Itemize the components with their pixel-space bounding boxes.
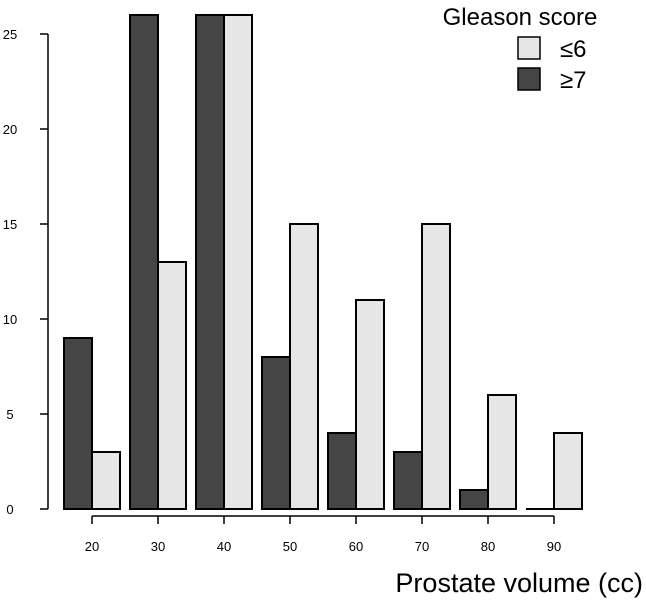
x-tick-label: 90 [547, 539, 561, 554]
y-tick-label: 15 [3, 217, 17, 232]
y-tick-label: 25 [3, 27, 17, 42]
x-tick-label: 50 [283, 539, 297, 554]
x-tick-label: 80 [481, 539, 495, 554]
legend-label: ≤6 [560, 36, 587, 63]
y-tick-label: 5 [6, 407, 13, 422]
bar-series-0-70 [394, 452, 422, 509]
x-axis-title: Prostate volume (cc) [395, 568, 643, 598]
bar-series-0-30 [130, 15, 158, 509]
bar-series-0-80 [460, 490, 488, 509]
x-tick-label: 20 [85, 539, 99, 554]
bars [64, 15, 582, 509]
bar-series-1-60 [356, 300, 384, 509]
legend: Gleason score ≤6 ≥7 [443, 4, 598, 94]
y-tick-label: 20 [3, 122, 17, 137]
bar-series-1-20 [92, 452, 120, 509]
bar-series-0-20 [64, 338, 92, 509]
x-tick-label: 70 [415, 539, 429, 554]
y-tick-label: 0 [6, 502, 13, 517]
bar-series-1-40 [224, 15, 252, 509]
legend-title: Gleason score [443, 4, 598, 31]
bar-series-1-80 [488, 395, 516, 509]
bar-series-1-30 [158, 262, 186, 509]
x-tick-label: 60 [349, 539, 363, 554]
bar-series-0-40 [196, 15, 224, 509]
x-tick-label: 30 [151, 539, 165, 554]
y-axis: 0 5 10 15 20 25 [3, 27, 48, 517]
y-tick-label: 10 [3, 312, 17, 327]
legend-label: ≥7 [560, 67, 587, 94]
x-axis: 20 30 40 50 60 70 80 90 [85, 516, 561, 554]
bar-series-1-70 [422, 224, 450, 509]
bar-series-0-50 [262, 357, 290, 509]
bar-series-1-90 [554, 433, 582, 509]
bar-series-1-50 [290, 224, 318, 509]
bar-series-0-60 [328, 433, 356, 509]
legend-swatch [518, 68, 540, 90]
legend-swatch [518, 37, 540, 59]
x-tick-label: 40 [217, 539, 231, 554]
